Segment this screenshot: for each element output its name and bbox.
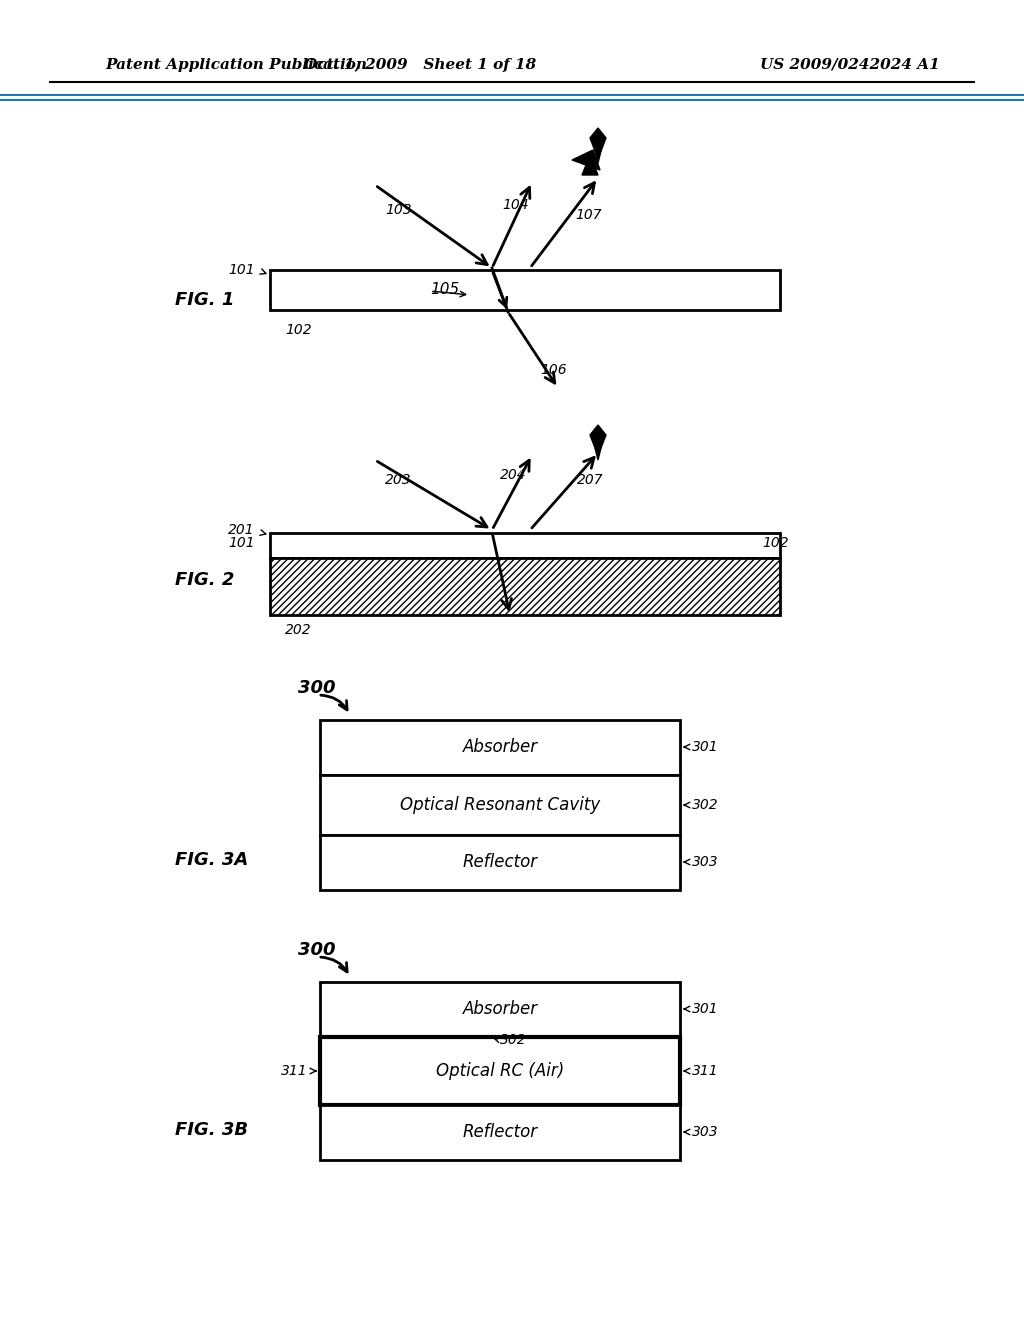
Text: Reflector: Reflector	[463, 853, 538, 871]
Text: 301: 301	[692, 741, 719, 754]
Bar	[319, 982, 680, 1038]
Text: FIG. 3B: FIG. 3B	[175, 1121, 248, 1139]
Text: FIG. 3A: FIG. 3A	[175, 851, 248, 869]
Text: 300: 300	[298, 941, 336, 960]
Bar	[319, 719, 680, 775]
Text: 103: 103	[385, 203, 412, 216]
Text: Reflector: Reflector	[463, 1123, 538, 1140]
Text: 300: 300	[298, 678, 336, 697]
Text: 207: 207	[577, 473, 603, 487]
Text: Optical RC (Air): Optical RC (Air)	[436, 1063, 564, 1080]
Polygon shape	[590, 128, 606, 150]
Text: FIG. 2: FIG. 2	[175, 572, 234, 589]
Bar	[270, 533, 780, 558]
Text: 301: 301	[692, 1002, 719, 1016]
Polygon shape	[595, 150, 601, 162]
Text: Absorber: Absorber	[463, 1001, 538, 1018]
Polygon shape	[595, 447, 601, 459]
Text: 204: 204	[500, 469, 526, 482]
Text: 107: 107	[575, 209, 602, 222]
Text: Optical Resonant Cavity: Optical Resonant Cavity	[400, 796, 600, 814]
Text: 101: 101	[228, 263, 255, 277]
Text: Oct. 1, 2009   Sheet 1 of 18: Oct. 1, 2009 Sheet 1 of 18	[304, 58, 537, 73]
Bar	[319, 836, 680, 890]
Bar	[270, 558, 780, 615]
Polygon shape	[582, 154, 598, 176]
Text: US 2009/0242024 A1: US 2009/0242024 A1	[760, 58, 940, 73]
Bar	[319, 775, 680, 836]
Bar	[319, 1105, 680, 1160]
Text: FIG. 1: FIG. 1	[175, 290, 234, 309]
Text: 203: 203	[385, 473, 412, 487]
Text: 101: 101	[228, 536, 255, 550]
Text: 102: 102	[285, 323, 311, 337]
Text: 303: 303	[692, 855, 719, 869]
Text: 311: 311	[692, 1064, 719, 1078]
Text: 302: 302	[692, 799, 719, 812]
Text: 202: 202	[285, 623, 311, 638]
Text: 311: 311	[282, 1064, 308, 1078]
Text: 303: 303	[692, 1125, 719, 1139]
Text: Patent Application Publication: Patent Application Publication	[105, 58, 367, 73]
Polygon shape	[572, 150, 600, 170]
Text: Absorber: Absorber	[463, 738, 538, 756]
Text: 106: 106	[540, 363, 566, 378]
Text: 102: 102	[762, 536, 788, 550]
Polygon shape	[590, 425, 606, 447]
Text: 105: 105	[430, 282, 459, 297]
Text: 104: 104	[502, 198, 528, 213]
Text: 302: 302	[500, 1034, 526, 1047]
Text: 201: 201	[228, 523, 255, 537]
Bar	[270, 271, 780, 310]
Bar	[319, 1038, 680, 1105]
